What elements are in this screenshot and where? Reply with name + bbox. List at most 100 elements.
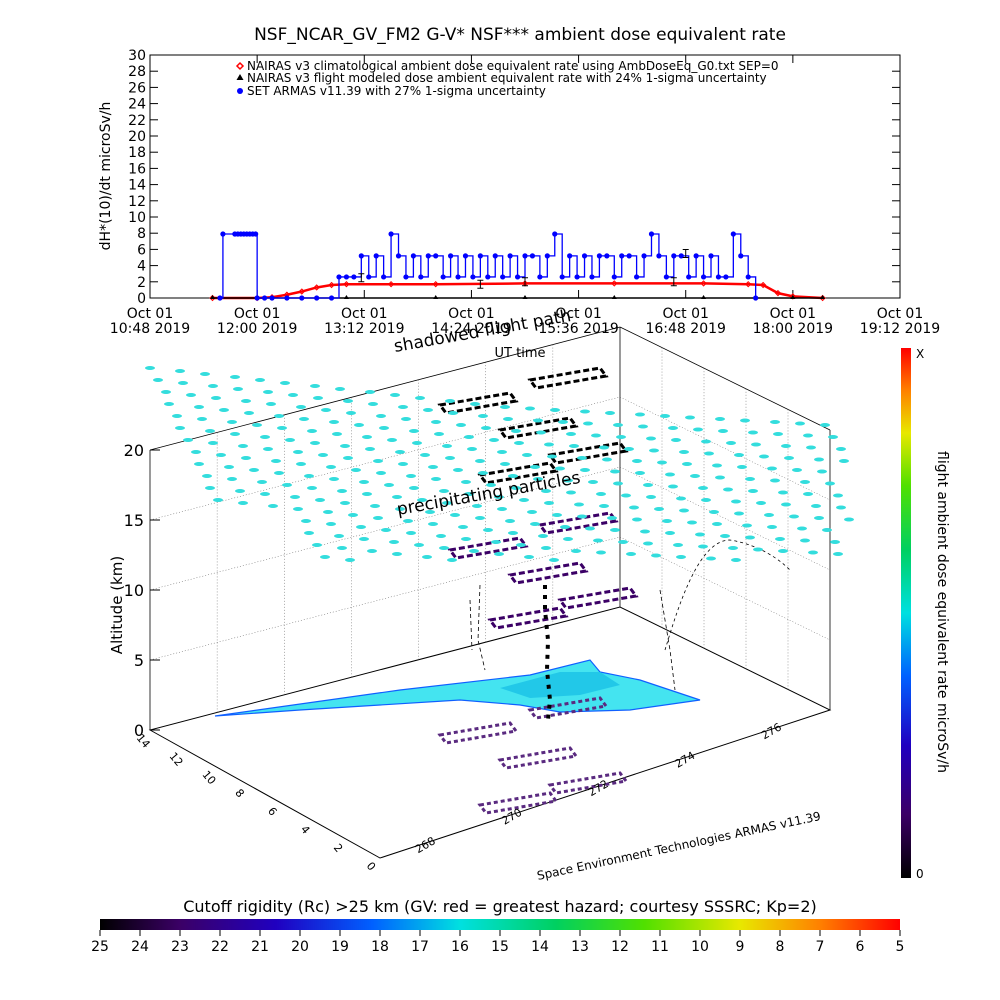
particle xyxy=(808,550,818,555)
particle xyxy=(635,412,645,417)
data-point xyxy=(343,295,349,299)
particle xyxy=(588,480,598,484)
particle xyxy=(277,426,287,430)
particle xyxy=(626,552,636,556)
particle xyxy=(216,453,226,457)
data-point xyxy=(708,253,714,259)
x-tick-label-time: 14:24 2019 xyxy=(431,321,511,337)
particle xyxy=(398,462,408,466)
particle xyxy=(610,469,620,474)
data-point xyxy=(381,274,387,280)
particle xyxy=(241,456,251,460)
side-colorbar: X 0 flight ambient dose equivalent rate … xyxy=(901,347,950,881)
data-point xyxy=(820,295,826,299)
particle xyxy=(401,417,411,421)
particle xyxy=(448,411,458,415)
particle xyxy=(701,498,711,502)
particle xyxy=(447,558,457,562)
particle xyxy=(274,471,284,475)
particle xyxy=(718,429,728,433)
particle xyxy=(558,420,568,424)
scene-z-ticks: 0 5 10 15 20 xyxy=(124,441,160,740)
particle xyxy=(486,483,496,487)
particle xyxy=(668,484,678,489)
legend-label-armas: SET ARMAS v11.39 with 27% 1-sigma uncert… xyxy=(247,84,546,98)
particle xyxy=(643,541,653,546)
particle xyxy=(803,492,813,496)
y-axis-tick-label: 8 xyxy=(232,786,246,800)
particle xyxy=(335,387,345,391)
particle xyxy=(464,492,474,496)
particle xyxy=(323,510,333,514)
particle xyxy=(469,549,479,553)
particle xyxy=(541,546,551,550)
particle xyxy=(395,450,405,454)
particle xyxy=(657,460,667,465)
data-point xyxy=(210,295,215,299)
particle xyxy=(260,492,270,496)
particle xyxy=(566,490,576,495)
y-tick-label: 16 xyxy=(128,161,146,177)
flight-path-loop xyxy=(497,416,579,440)
flight-path-wall-projection xyxy=(664,539,791,651)
particle xyxy=(175,426,185,430)
particle xyxy=(431,477,441,481)
particle xyxy=(638,424,648,429)
particle xyxy=(434,432,444,436)
data-point xyxy=(790,295,796,299)
flight-path-loop xyxy=(507,561,589,585)
particle xyxy=(665,531,675,535)
data-point xyxy=(686,274,692,280)
particle xyxy=(784,456,794,460)
particle xyxy=(621,493,631,498)
cutoff-rigidity-map xyxy=(214,659,701,717)
particle xyxy=(673,543,683,547)
particle xyxy=(756,501,766,505)
particle xyxy=(820,423,830,427)
z-tick-label: 20 xyxy=(124,441,144,460)
particle xyxy=(343,399,353,403)
particle xyxy=(773,432,783,436)
flight-paths xyxy=(437,366,791,815)
particle xyxy=(318,453,328,457)
data-point xyxy=(537,274,543,280)
x-tick-label-time: 18:00 2019 xyxy=(753,321,833,337)
particle xyxy=(789,514,799,519)
data-point xyxy=(648,231,655,237)
particle xyxy=(839,459,849,463)
data-point xyxy=(693,253,699,259)
data-point xyxy=(447,253,454,259)
x-axis-tick-label: 268 xyxy=(413,834,438,856)
particle xyxy=(417,498,427,502)
error-bar xyxy=(522,277,528,287)
particle xyxy=(227,477,237,481)
data-point xyxy=(254,295,260,301)
data-point xyxy=(485,274,491,280)
particle xyxy=(403,519,413,523)
cutoff-rigidity-band xyxy=(214,659,701,717)
data-point xyxy=(284,295,290,301)
flight-path-ascent xyxy=(543,585,553,721)
particle xyxy=(632,459,642,463)
flight-path-loop xyxy=(497,746,579,770)
data-point xyxy=(559,274,565,280)
flight-path-loop xyxy=(527,696,609,720)
particle xyxy=(698,486,708,490)
particle xyxy=(406,531,416,535)
error-bar xyxy=(682,248,689,258)
particle xyxy=(624,447,634,451)
colorbar-tick-label: 21 xyxy=(251,939,269,955)
x-tick-label-date: Oct 01 xyxy=(448,306,494,322)
colorbar-tick-label: 8 xyxy=(776,939,785,955)
particle xyxy=(632,517,642,522)
particle xyxy=(304,531,314,535)
colorbar-tick-label: 14 xyxy=(531,939,549,955)
particle xyxy=(833,552,843,556)
y-axis-tick-label: 0 xyxy=(364,860,378,874)
colorbar-tick-label: 24 xyxy=(131,939,149,955)
particle xyxy=(478,471,488,475)
particle xyxy=(340,444,350,448)
particle xyxy=(574,502,584,507)
particle xyxy=(646,495,656,499)
